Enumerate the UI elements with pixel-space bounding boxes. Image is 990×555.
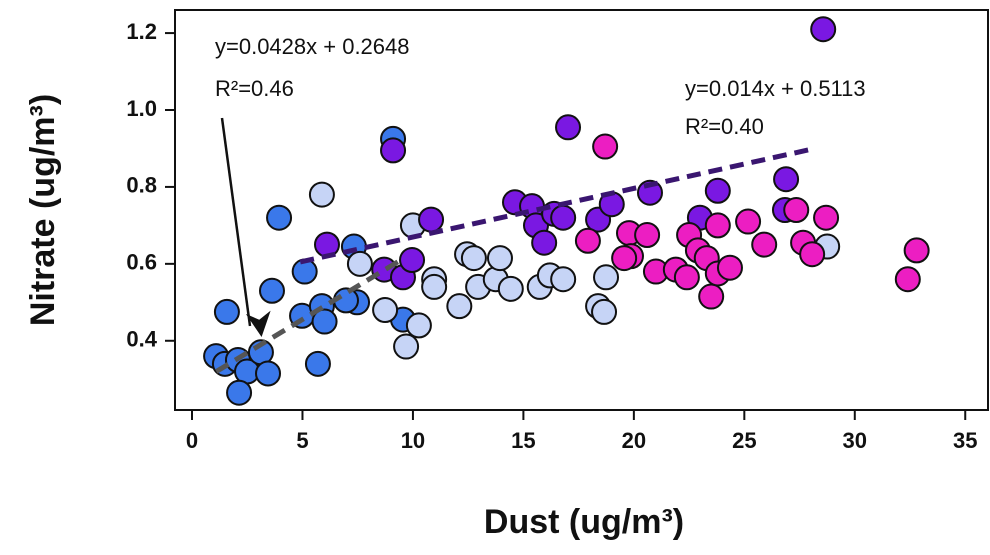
point bbox=[773, 166, 800, 193]
point bbox=[783, 197, 810, 223]
y-tick-label: 0.6 bbox=[126, 250, 157, 275]
point bbox=[636, 179, 663, 206]
point bbox=[555, 114, 582, 141]
point bbox=[810, 16, 837, 43]
point bbox=[591, 298, 618, 325]
point bbox=[311, 308, 338, 335]
point bbox=[460, 245, 487, 272]
point bbox=[213, 298, 240, 325]
point bbox=[716, 254, 743, 281]
point bbox=[393, 333, 420, 360]
point bbox=[446, 293, 473, 320]
trend-line bbox=[215, 255, 406, 374]
plot-frame bbox=[174, 9, 989, 411]
point bbox=[634, 222, 661, 248]
point bbox=[258, 277, 285, 304]
x-tick-label: 0 bbox=[186, 428, 198, 453]
point bbox=[574, 227, 601, 254]
point bbox=[813, 204, 840, 231]
point bbox=[751, 231, 778, 258]
annotation: R²=0.46 bbox=[215, 76, 294, 101]
point bbox=[399, 247, 426, 273]
x-tick-label: 15 bbox=[511, 428, 535, 453]
point bbox=[304, 350, 331, 377]
point bbox=[405, 312, 432, 339]
annotation: R²=0.40 bbox=[685, 114, 764, 139]
point bbox=[903, 237, 930, 264]
x-tick-label: 25 bbox=[732, 428, 756, 453]
x-tick-label: 35 bbox=[953, 428, 977, 453]
x-axis-label: Dust (ug/m³) bbox=[484, 503, 684, 541]
point bbox=[593, 264, 620, 291]
point bbox=[255, 360, 282, 387]
annotation: y=0.0428x + 0.2648 bbox=[215, 34, 410, 59]
point bbox=[313, 231, 340, 258]
point bbox=[346, 250, 373, 277]
point bbox=[380, 137, 407, 164]
point bbox=[226, 379, 253, 406]
point bbox=[550, 204, 577, 231]
x-tick-label: 20 bbox=[622, 428, 646, 453]
point bbox=[704, 212, 731, 239]
y-tick-label: 1.0 bbox=[126, 96, 157, 121]
point bbox=[799, 241, 826, 268]
point bbox=[421, 273, 448, 300]
point bbox=[704, 177, 731, 204]
x-tick-label: 30 bbox=[843, 428, 867, 453]
arrow bbox=[220, 117, 271, 338]
point bbox=[698, 283, 725, 310]
y-tick-label: 0.8 bbox=[126, 173, 157, 198]
point bbox=[611, 245, 638, 272]
point bbox=[497, 275, 524, 302]
annotation: y=0.014x + 0.5113 bbox=[685, 76, 866, 101]
point bbox=[531, 229, 558, 256]
point bbox=[735, 208, 762, 235]
point bbox=[372, 297, 399, 323]
y-tick-label: 1.2 bbox=[126, 19, 157, 44]
point bbox=[592, 133, 619, 160]
point bbox=[550, 266, 577, 293]
point bbox=[418, 206, 445, 233]
x-tick-label: 5 bbox=[296, 428, 308, 453]
x-tick-label: 10 bbox=[401, 428, 425, 453]
point bbox=[486, 245, 513, 272]
y-axis-label: Nitrate (ug/m³) bbox=[24, 94, 62, 326]
y-tick-label: 0.4 bbox=[126, 327, 157, 352]
point bbox=[894, 266, 921, 293]
point bbox=[266, 204, 293, 231]
point bbox=[308, 181, 335, 208]
point bbox=[673, 264, 700, 291]
